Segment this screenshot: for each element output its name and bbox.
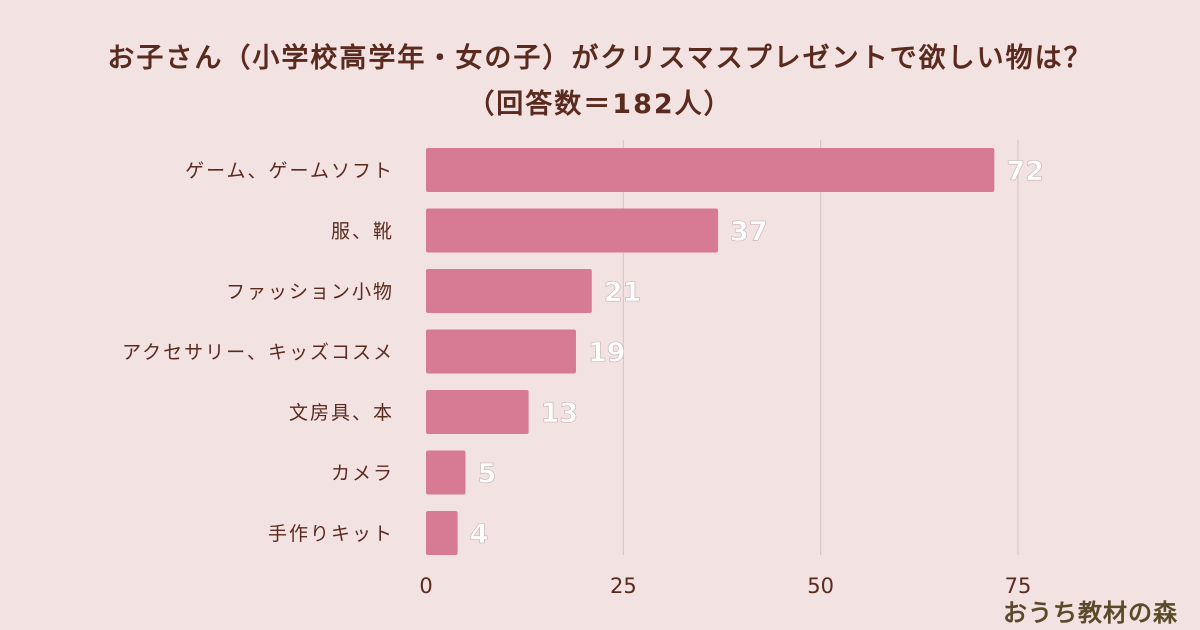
watermark-logo: おうち教材の森 bbox=[1003, 598, 1178, 627]
x-tick-label-3: 75 bbox=[1005, 574, 1032, 598]
data-label-3: 19 bbox=[588, 338, 626, 369]
data-label-1: 37 bbox=[730, 217, 768, 248]
bar-3 bbox=[426, 329, 576, 374]
category-label-5: カメラ bbox=[331, 463, 394, 485]
category-label-3: アクセサリー、キッズコスメ bbox=[122, 342, 394, 364]
data-label-6: 4 bbox=[470, 519, 489, 550]
bar-1 bbox=[426, 208, 719, 253]
category-label-6: 手作りキット bbox=[268, 523, 394, 545]
chart-title-block: お子さん（小学校高学年・女の子）がクリスマスプレゼントで欲しい物は？ （回答数＝… bbox=[0, 36, 1200, 128]
category-label-2: ファッション小物 bbox=[226, 281, 394, 303]
data-label-5: 5 bbox=[477, 459, 496, 490]
category-label-0: ゲーム、ゲームソフト bbox=[185, 160, 394, 182]
category-label-1: 服、靴 bbox=[331, 221, 394, 243]
data-label-4: 13 bbox=[541, 398, 579, 429]
x-tick-label-2: 50 bbox=[807, 574, 834, 598]
data-label-2: 21 bbox=[604, 277, 642, 308]
bar-0 bbox=[426, 148, 995, 192]
chart-subtitle: （回答数＝182人） bbox=[467, 89, 733, 120]
bar-6 bbox=[426, 511, 458, 555]
data-label-0: 72 bbox=[1006, 156, 1044, 187]
bar-4 bbox=[426, 390, 529, 434]
bar-2 bbox=[426, 269, 592, 313]
chart-title: お子さん（小学校高学年・女の子）がクリスマスプレゼントで欲しい物は？ bbox=[107, 43, 1093, 74]
category-label-4: 文房具、本 bbox=[289, 402, 394, 424]
x-tick-label-0: 0 bbox=[419, 574, 432, 598]
x-tick-label-1: 25 bbox=[610, 574, 637, 598]
bar-5 bbox=[426, 450, 466, 495]
